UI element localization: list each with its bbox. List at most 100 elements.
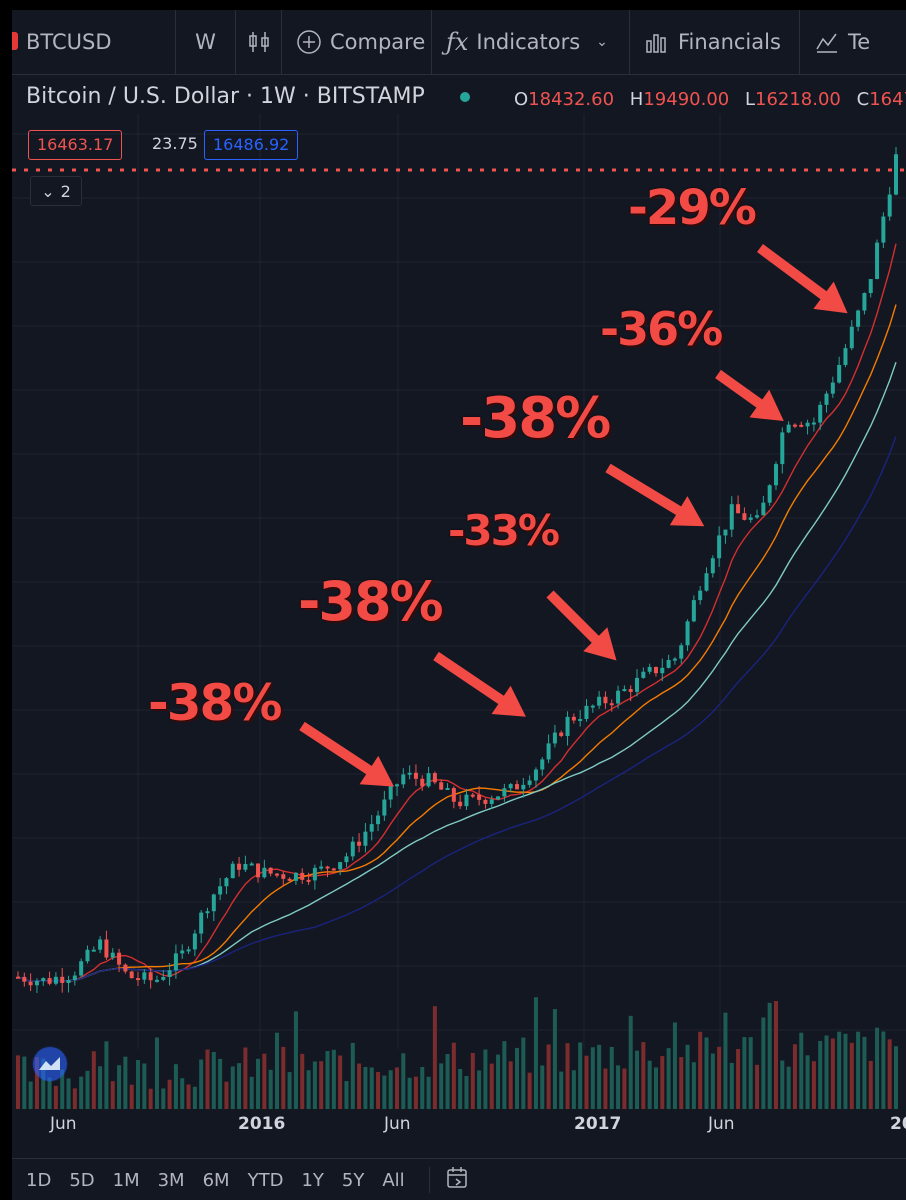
volume-bar [98,1066,103,1109]
candle-body [672,658,677,661]
volume-bar [843,1033,848,1109]
range-3m-button[interactable]: 3M [157,1169,185,1191]
volume-bar [767,1002,772,1109]
candle-body [98,939,103,950]
candle-body [508,784,513,789]
symbol-legend: Bitcoin / U.S. Dollar · 1W · BITSTAMP [26,84,470,109]
range-5y-button[interactable]: 5Y [341,1169,365,1191]
candle-body [647,666,652,672]
volume-bar [647,1060,652,1109]
top-toolbar: BTCUSD W Compare ƒx Indicators ⌄ Financi… [12,10,906,75]
volume-bar [773,1001,778,1109]
candle-body [186,949,191,952]
volume-bar [660,1056,665,1109]
candle-body [666,659,671,668]
price-chart[interactable] [12,74,906,1114]
volume-bar [154,1037,159,1109]
candle-body [736,504,741,514]
symbol-search-button[interactable]: BTCUSD [12,10,176,74]
volume-bar [79,1076,84,1109]
candle-body [691,600,696,622]
candle-body [211,894,216,912]
range-5d-button[interactable]: 5D [69,1169,95,1191]
candle-body [287,878,292,881]
volume-bar [142,1063,147,1109]
interval-button[interactable]: W [176,10,236,74]
candle-body [609,703,614,706]
candle-body [136,978,141,981]
range-1m-button[interactable]: 1M [112,1169,140,1191]
volume-bar [824,1035,829,1109]
candle-body [483,799,488,804]
drawdown-label: -36% [600,302,723,356]
range-1d-button[interactable]: 1D [26,1169,52,1191]
volume-bar [584,1055,589,1109]
volume-bar [875,1027,880,1109]
candle-body [199,912,204,934]
drawdown-label: -38% [460,386,611,451]
candle-body [256,863,261,878]
candle-body [91,949,96,952]
volume-bar [325,1051,330,1109]
volume-bar [167,1079,172,1109]
candle-body [755,515,760,518]
candle-body [47,978,52,984]
volume-bar [129,1084,134,1109]
range-1y-button[interactable]: 1Y [301,1169,324,1191]
candle-body [53,976,58,984]
candle-body [300,872,305,880]
candle-body [192,933,197,950]
volume-bar [635,1050,640,1109]
candle-body [293,872,298,881]
volume-bar [515,1047,520,1109]
volume-bar [205,1049,210,1109]
volume-bar [306,1070,311,1109]
compare-button[interactable]: Compare [282,10,432,74]
volume-bar [382,1075,387,1109]
volume-bar [123,1056,128,1109]
candle-body [376,815,381,825]
candle-body [792,424,797,427]
volume-bar [211,1051,216,1109]
candle-body [704,573,709,591]
volume-bar [856,1031,861,1109]
collapse-indicators-button[interactable]: ⌄ 2 [30,176,82,206]
range-6m-button[interactable]: 6M [202,1169,230,1191]
x-tick-label: 20 [890,1114,906,1134]
candle-body [85,949,90,962]
range-ytd-button[interactable]: YTD [247,1169,284,1191]
volume-bar [590,1047,595,1109]
volume-bar [578,1042,583,1109]
low-label: L [744,89,755,110]
candle-body [496,796,501,800]
indicators-label: Indicators [476,30,581,54]
candle-body [773,464,778,486]
volume-bar [22,1056,27,1109]
drawdown-label: -29% [628,180,757,236]
candle-body [635,677,640,692]
candle-body [477,794,482,800]
buy-price-button[interactable]: 16486.92 [204,130,299,160]
volume-bar [496,1054,501,1109]
volume-bar [426,1076,431,1109]
indicators-button[interactable]: ƒx Indicators ⌄ [432,10,630,74]
open-value: 18432.60 [528,89,615,110]
candle-body [515,784,520,790]
candle-body [729,504,734,530]
candle-body [799,424,804,427]
candle-body [350,841,355,857]
candle-body [142,972,147,980]
drawdown-label: -38% [148,674,282,732]
volume-bar [230,1066,235,1109]
financials-button[interactable]: Financials [630,10,800,74]
volume-bar [862,1036,867,1109]
sell-price-button[interactable]: 16463.17 [28,130,123,160]
volume-bar [369,1067,374,1109]
calendar-goto-icon[interactable] [444,1164,472,1196]
arrow-head [491,685,526,717]
volume-bar [653,1067,658,1109]
templates-button[interactable]: Te [800,10,880,74]
range-all-button[interactable]: All [382,1169,405,1191]
volume-bar [445,1054,450,1109]
chart-style-button[interactable] [236,10,282,74]
